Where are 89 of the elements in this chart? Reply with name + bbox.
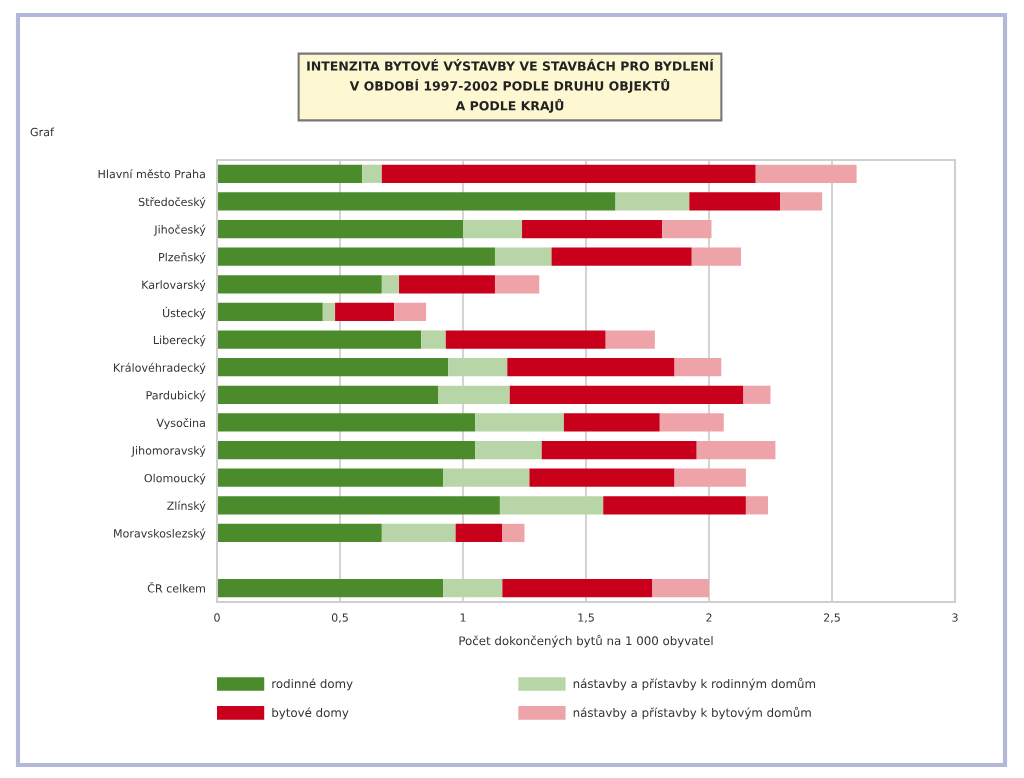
x-tick-label: 1,5 bbox=[578, 613, 594, 623]
bar bbox=[502, 523, 525, 543]
bar bbox=[443, 579, 503, 598]
y-tick-label: Zlínský bbox=[167, 500, 206, 513]
bar bbox=[507, 358, 675, 377]
bar bbox=[522, 219, 663, 239]
x-tick-label: 2 bbox=[706, 613, 712, 622]
legend-label: nástavby a přístavby k rodinným domům bbox=[573, 677, 816, 691]
bar bbox=[662, 219, 712, 239]
bar bbox=[394, 302, 427, 322]
bar bbox=[217, 192, 616, 211]
bar bbox=[322, 302, 336, 322]
bar bbox=[502, 579, 653, 598]
bar bbox=[217, 330, 422, 349]
bar bbox=[494, 275, 540, 294]
bar bbox=[335, 302, 395, 322]
bar bbox=[443, 468, 530, 487]
x-tick-label: 3 bbox=[952, 613, 958, 622]
bar bbox=[217, 523, 382, 543]
legend-label: rodinné domy bbox=[272, 678, 353, 691]
bar bbox=[541, 440, 697, 460]
bar bbox=[615, 192, 690, 211]
bar bbox=[529, 468, 675, 487]
text: Graf bbox=[30, 127, 55, 137]
y-tick-label: Moravskoslezský bbox=[114, 528, 206, 540]
bar bbox=[217, 413, 476, 432]
x-tick-label: 1 bbox=[460, 613, 466, 622]
bar bbox=[217, 302, 323, 322]
legend-label: nástavby a přístavby k bytovým domům bbox=[573, 706, 811, 720]
bar bbox=[551, 247, 692, 266]
bar bbox=[652, 579, 709, 598]
bar bbox=[674, 358, 722, 377]
bar bbox=[743, 385, 771, 404]
bar bbox=[689, 192, 781, 211]
bar bbox=[463, 219, 523, 239]
legend-label: bytové domy bbox=[272, 707, 349, 720]
bar bbox=[674, 468, 746, 487]
bar bbox=[691, 247, 741, 266]
y-tick-label: Plzeňský bbox=[159, 252, 206, 264]
bar bbox=[217, 496, 500, 515]
y-tick-label: Karlovarský bbox=[142, 279, 206, 292]
bar bbox=[605, 330, 655, 349]
x-tick-label: 0 bbox=[214, 613, 220, 622]
bar bbox=[217, 275, 382, 294]
y-tick-label: Jihomoravský bbox=[131, 445, 206, 457]
bar bbox=[217, 164, 363, 183]
y-tick-label: Středočeský bbox=[138, 196, 206, 209]
bar bbox=[217, 247, 495, 266]
bar bbox=[475, 413, 564, 432]
bar bbox=[755, 164, 857, 183]
bar bbox=[217, 440, 476, 460]
bar bbox=[780, 192, 823, 211]
y-tick-label: Vysočina bbox=[156, 417, 205, 430]
bar bbox=[475, 440, 542, 460]
bar bbox=[603, 496, 746, 515]
y-tick-label: Pardubický bbox=[146, 390, 206, 402]
bar bbox=[494, 247, 552, 266]
y-tick-label: Královéhradecký bbox=[113, 362, 206, 374]
x-tick-label: 0,5 bbox=[331, 613, 348, 623]
y-tick-label: ČR celkem bbox=[147, 582, 205, 593]
bar bbox=[659, 413, 724, 432]
bar bbox=[509, 385, 744, 404]
bar bbox=[362, 164, 382, 183]
chart-title: INTENZITA BYTOVÉ VÝSTAVBY VE STAVBÁCH PRO BYDLENÍ V OBDOBÍ 1997-2002 PODLE DRUHU OBJEKTŮ A PODLE KRAJŮ bbox=[307, 59, 714, 113]
bar bbox=[745, 496, 769, 515]
bar bbox=[381, 275, 400, 294]
bar bbox=[217, 219, 463, 239]
y-tick-label: Ústecký bbox=[163, 306, 206, 320]
bar bbox=[696, 440, 776, 460]
bar bbox=[421, 330, 446, 349]
bar bbox=[445, 330, 606, 349]
bar bbox=[381, 164, 756, 183]
bar bbox=[217, 385, 439, 404]
bar bbox=[455, 523, 503, 543]
y-tick-label: Olomoucký bbox=[144, 473, 206, 485]
y-tick-label: Jihočeský bbox=[153, 224, 206, 236]
bar bbox=[399, 275, 495, 294]
bar bbox=[448, 358, 508, 377]
y-tick-label: Hlavní město Praha bbox=[98, 169, 205, 179]
x-tick-label: 2,5 bbox=[823, 613, 840, 623]
x-axis-title: Počet dokončených bytů na 1 000 obyvatel bbox=[459, 634, 713, 648]
bar bbox=[217, 579, 444, 598]
bar bbox=[563, 413, 660, 432]
bar bbox=[217, 358, 449, 377]
y-tick-label: Liberecký bbox=[153, 335, 206, 347]
bar bbox=[381, 523, 456, 543]
bar bbox=[438, 385, 510, 404]
bar bbox=[217, 468, 444, 487]
bar bbox=[499, 496, 604, 515]
